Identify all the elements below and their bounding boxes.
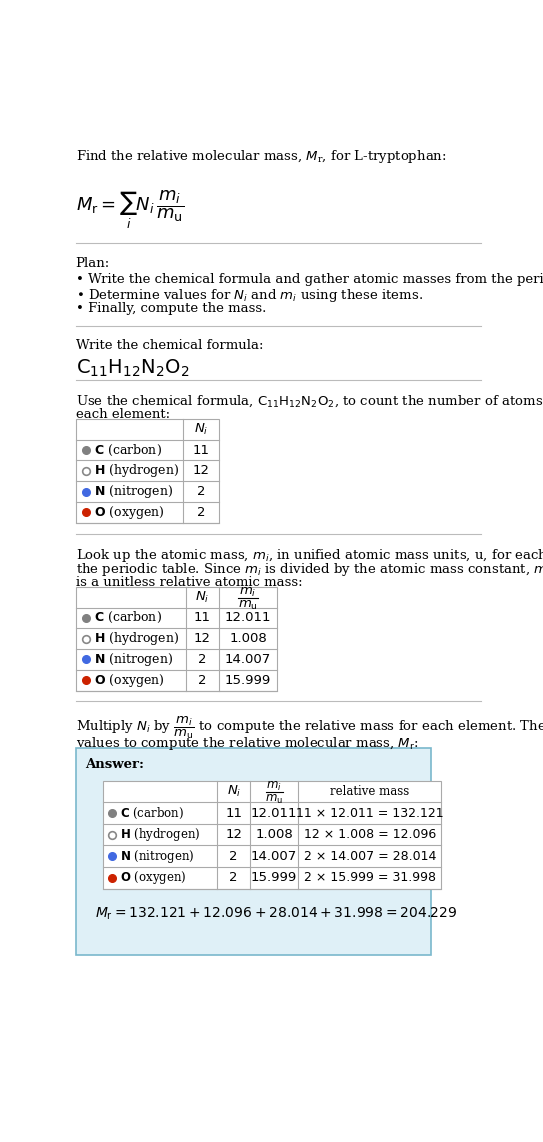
Text: $\mathbf{H}$ (hydrogen): $\mathbf{H}$ (hydrogen) — [120, 826, 200, 843]
Text: Look up the atomic mass, $m_i$, in unified atomic mass units, u, for each elemen: Look up the atomic mass, $m_i$, in unifi… — [75, 547, 543, 564]
Text: Use the chemical formula, $\mathrm{C_{11}H_{12}N_2O_2}$, to count the number of : Use the chemical formula, $\mathrm{C_{11… — [75, 394, 543, 409]
Text: 14.007: 14.007 — [225, 653, 271, 666]
Text: 2: 2 — [198, 674, 206, 686]
Text: $\mathbf{N}$ (nitrogen): $\mathbf{N}$ (nitrogen) — [120, 847, 194, 864]
Text: is a unitless relative atomic mass:: is a unitless relative atomic mass: — [75, 576, 302, 589]
Text: $m_\mathrm{u}$: $m_\mathrm{u}$ — [265, 793, 283, 806]
Text: $N_i$: $N_i$ — [193, 421, 208, 436]
Text: $M_\mathrm{r} = 132.121 + 12.096 + 28.014 + 31.998 = 204.229$: $M_\mathrm{r} = 132.121 + 12.096 + 28.01… — [95, 906, 457, 922]
Text: $N_i$: $N_i$ — [226, 785, 241, 799]
FancyBboxPatch shape — [75, 419, 219, 523]
Text: • Finally, compute the mass.: • Finally, compute the mass. — [75, 301, 266, 315]
Text: 2: 2 — [198, 653, 206, 666]
Text: $m_i$: $m_i$ — [266, 780, 282, 793]
Text: 12.011: 12.011 — [251, 806, 297, 820]
Text: 14.007: 14.007 — [251, 850, 297, 862]
Text: $\mathbf{O}$ (oxygen): $\mathbf{O}$ (oxygen) — [94, 504, 165, 521]
Text: $\mathbf{C}$ (carbon): $\mathbf{C}$ (carbon) — [94, 442, 162, 458]
Text: $\mathbf{N}$ (nitrogen): $\mathbf{N}$ (nitrogen) — [94, 651, 174, 668]
Text: • Determine values for $N_i$ and $m_i$ using these items.: • Determine values for $N_i$ and $m_i$ u… — [75, 287, 423, 304]
Text: 1.008: 1.008 — [255, 828, 293, 842]
Text: 2: 2 — [230, 850, 238, 862]
Text: 11: 11 — [225, 806, 242, 820]
FancyBboxPatch shape — [75, 587, 277, 691]
Text: 2: 2 — [197, 485, 205, 498]
Text: $N_i$: $N_i$ — [195, 589, 210, 604]
Text: 12.011: 12.011 — [225, 611, 272, 625]
Text: • Write the chemical formula and gather atomic masses from the periodic table.: • Write the chemical formula and gather … — [75, 273, 543, 286]
FancyBboxPatch shape — [75, 748, 431, 955]
Text: 2 × 14.007 = 28.014: 2 × 14.007 = 28.014 — [304, 850, 436, 862]
Text: $M_\mathrm{r} = \sum_i N_i\,\dfrac{m_i}{m_\mathrm{u}}$: $M_\mathrm{r} = \sum_i N_i\,\dfrac{m_i}{… — [75, 188, 184, 231]
Text: values to compute the relative molecular mass, $M_\mathrm{r}$:: values to compute the relative molecular… — [75, 734, 418, 751]
Text: $\mathbf{N}$ (nitrogen): $\mathbf{N}$ (nitrogen) — [94, 483, 174, 500]
FancyBboxPatch shape — [103, 781, 441, 888]
Text: Plan:: Plan: — [75, 257, 110, 271]
Text: each element:: each element: — [75, 408, 170, 421]
Text: 12: 12 — [192, 465, 209, 477]
Text: 2: 2 — [230, 871, 238, 884]
Text: $\mathbf{H}$ (hydrogen): $\mathbf{H}$ (hydrogen) — [94, 463, 180, 480]
Text: 2 × 15.999 = 31.998: 2 × 15.999 = 31.998 — [304, 871, 435, 884]
Text: Multiply $N_i$ by $\dfrac{m_i}{m_\mathrm{u}}$ to compute the relative mass for e: Multiply $N_i$ by $\dfrac{m_i}{m_\mathrm… — [75, 715, 543, 741]
Text: 2: 2 — [197, 506, 205, 518]
Text: Write the chemical formula:: Write the chemical formula: — [75, 339, 263, 352]
Text: $\mathbf{O}$ (oxygen): $\mathbf{O}$ (oxygen) — [94, 671, 165, 689]
Text: 11 × 12.011 = 132.121: 11 × 12.011 = 132.121 — [296, 806, 444, 820]
Text: Answer:: Answer: — [85, 757, 144, 771]
Text: 15.999: 15.999 — [251, 871, 297, 884]
Text: relative mass: relative mass — [330, 785, 409, 798]
Text: 12: 12 — [225, 828, 242, 842]
Text: 11: 11 — [194, 611, 211, 625]
Text: $\mathbf{O}$ (oxygen): $\mathbf{O}$ (oxygen) — [120, 869, 186, 886]
Text: $m_i$: $m_i$ — [239, 586, 257, 598]
Text: 12: 12 — [194, 633, 211, 645]
Text: 15.999: 15.999 — [225, 674, 271, 686]
Text: $\mathbf{H}$ (hydrogen): $\mathbf{H}$ (hydrogen) — [94, 630, 180, 648]
Text: the periodic table. Since $m_i$ is divided by the atomic mass constant, $m_\math: the periodic table. Since $m_i$ is divid… — [75, 562, 543, 578]
Text: $\mathbf{C}$ (carbon): $\mathbf{C}$ (carbon) — [94, 610, 162, 626]
Text: $\mathbf{C}$ (carbon): $\mathbf{C}$ (carbon) — [120, 805, 184, 821]
Text: $m_\mathrm{u}$: $m_\mathrm{u}$ — [238, 598, 258, 612]
Text: $\mathrm{C_{11}H_{12}N_2O_2}$: $\mathrm{C_{11}H_{12}N_2O_2}$ — [75, 357, 189, 378]
Text: 1.008: 1.008 — [229, 633, 267, 645]
Text: 11: 11 — [192, 443, 209, 457]
Text: 12 × 1.008 = 12.096: 12 × 1.008 = 12.096 — [304, 828, 436, 842]
Text: Find the relative molecular mass, $M_\mathregular{r}$, for L-tryptophan:: Find the relative molecular mass, $M_\ma… — [75, 147, 446, 164]
